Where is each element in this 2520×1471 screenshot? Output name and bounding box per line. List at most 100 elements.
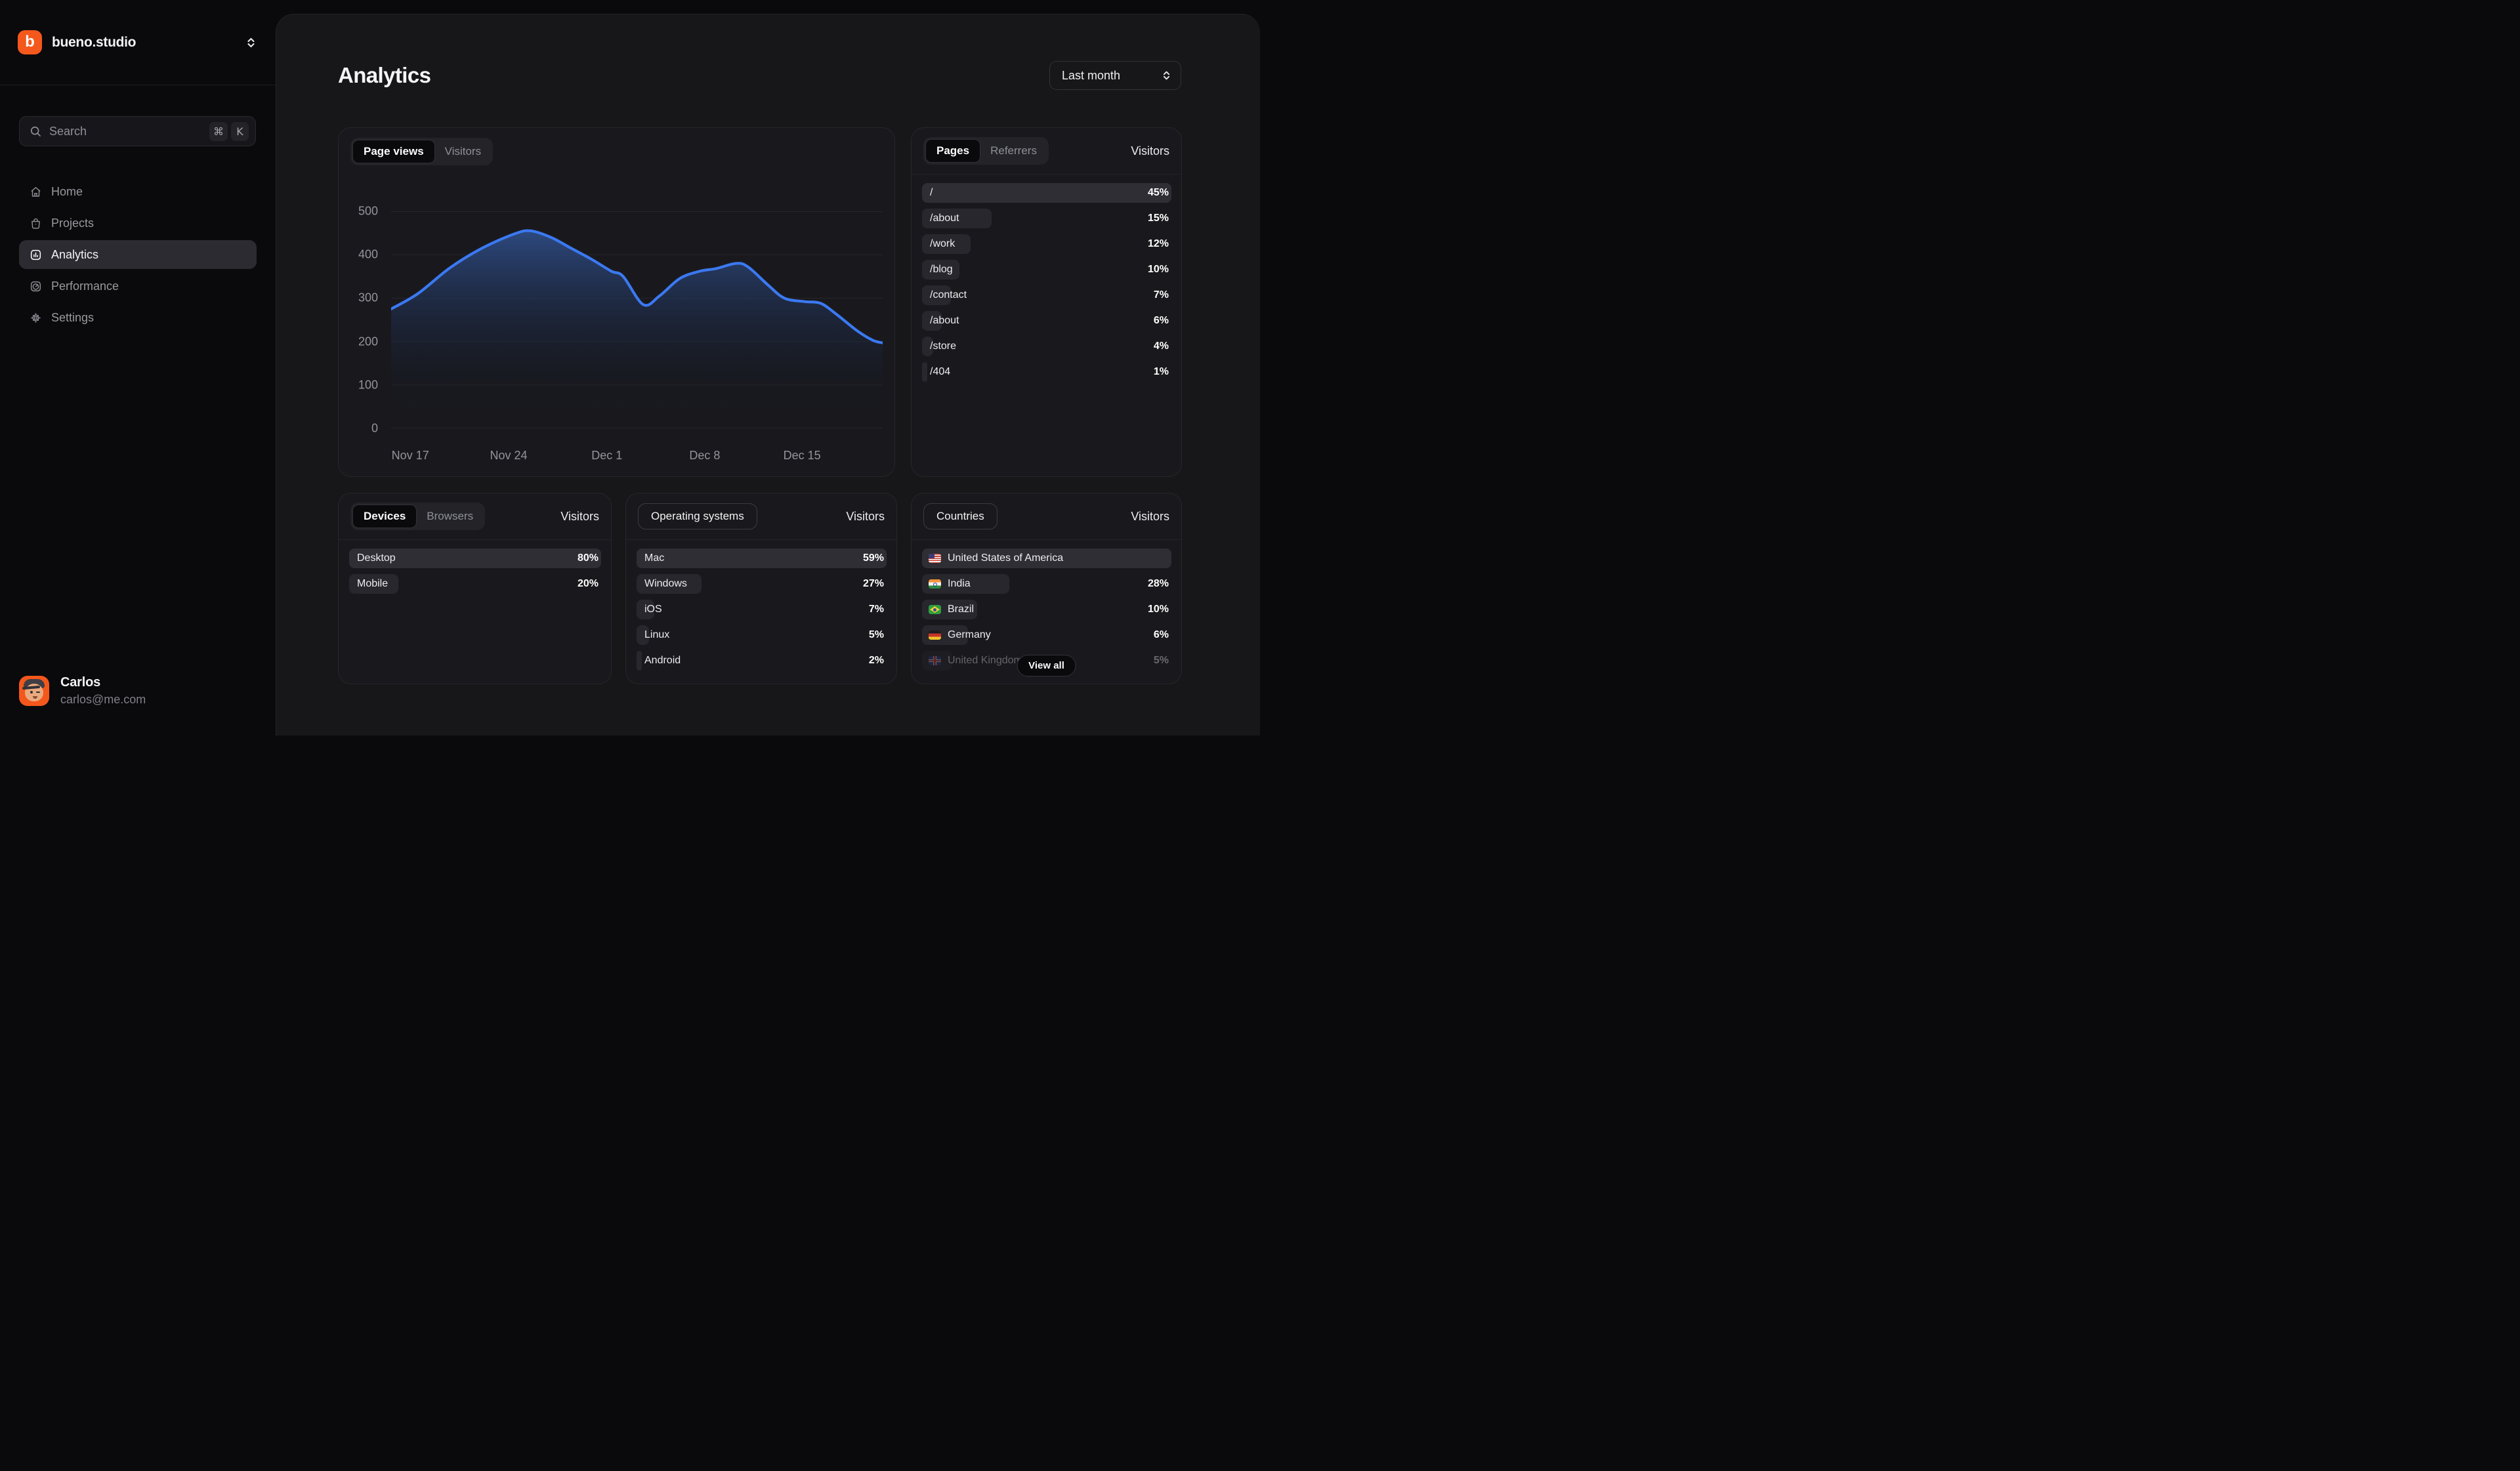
page-title: Analytics [338, 63, 431, 87]
row-bar [922, 183, 1171, 203]
row-bar [922, 311, 942, 331]
sidebar-item-label: Projects [51, 216, 94, 230]
flag-de-icon [929, 631, 941, 640]
x-tick-label: Dec 8 [689, 449, 721, 462]
list-item[interactable]: Android 2% [637, 651, 887, 671]
visitors-column-header: Visitors [1131, 144, 1169, 157]
pages-card: Pages Referrers Visitors / 45% /about 15… [911, 127, 1182, 477]
row-bar [922, 549, 1171, 568]
list-item[interactable]: United Kingdom 5% [922, 651, 1171, 671]
row-label: /contact [930, 289, 967, 300]
row-bar [349, 574, 398, 594]
row-value: 7% [1153, 289, 1169, 300]
tab-devices[interactable]: Devices [352, 505, 417, 528]
list-item[interactable]: India 28% [922, 574, 1171, 594]
list-item[interactable]: Mac 59% [637, 549, 887, 568]
list-item[interactable]: /work 12% [922, 234, 1171, 254]
visitors-column-header: Visitors [560, 509, 599, 523]
list-item[interactable]: Mobile 20% [349, 574, 601, 594]
row-label: /404 [930, 366, 951, 377]
row-bar [349, 549, 601, 568]
flag-br-icon [929, 605, 941, 614]
row-label: Brazil [948, 604, 975, 615]
row-label: / [930, 187, 933, 198]
row-label: /about [930, 315, 959, 326]
list-item[interactable]: /blog 10% [922, 260, 1171, 280]
row-value: 27% [862, 578, 884, 589]
sidebar-item-home[interactable]: Home [19, 177, 257, 206]
y-tick-label: 400 [358, 247, 378, 261]
brand-logo: b [18, 30, 42, 54]
list-item[interactable]: Germany 6% [922, 625, 1171, 645]
list-item[interactable]: /store 4% [922, 337, 1171, 356]
brand-logo-letter: b [25, 32, 35, 51]
countries-title-pill[interactable]: Countries [923, 503, 998, 529]
row-bar [922, 337, 934, 356]
user-profile[interactable]: Carlos carlos@me.com [19, 675, 146, 707]
list-item[interactable]: /contact 7% [922, 285, 1171, 305]
list-item[interactable]: /404 1% [922, 362, 1171, 382]
row-value: 10% [1147, 604, 1169, 615]
list-item[interactable]: United States of America [922, 549, 1171, 568]
date-range-select[interactable]: Last month [1049, 61, 1181, 90]
row-label: Desktop [357, 552, 396, 564]
pages-list: / 45% /about 15% /work 12% /blog 10% /co… [912, 175, 1181, 382]
command-keycap: ⌘ [209, 121, 228, 141]
row-bar [637, 625, 650, 645]
sidebar-item-settings[interactable]: Settings [19, 303, 257, 332]
row-label: Android [644, 655, 681, 666]
analytics-icon [30, 249, 41, 260]
row-value: 1% [1153, 366, 1169, 377]
row-value: 2% [868, 655, 884, 666]
workspace-name: bueno.studio [52, 34, 136, 50]
tab-pages[interactable]: Pages [925, 139, 981, 163]
y-tick-label: 500 [358, 204, 378, 218]
tab-page-views[interactable]: Page views [352, 140, 435, 163]
row-bar [922, 285, 951, 305]
projects-icon [32, 218, 40, 229]
tab-browsers[interactable]: Browsers [427, 510, 474, 522]
user-email: carlos@me.com [60, 693, 146, 706]
tab-referrers[interactable]: Referrers [990, 144, 1037, 157]
workspace-switcher-button[interactable] [242, 33, 260, 52]
sidebar-item-projects[interactable]: Projects [19, 209, 257, 238]
row-value: 59% [862, 552, 884, 564]
chart-y-axis: 0 100 200 300 400 500 [339, 205, 391, 435]
row-bar [922, 362, 928, 382]
list-item[interactable]: Windows 27% [637, 574, 887, 594]
list-item[interactable]: Linux 5% [637, 625, 887, 645]
search-input[interactable] [49, 124, 209, 138]
k-keycap: K [231, 121, 249, 141]
y-tick-label: 100 [358, 378, 378, 392]
devices-list: Desktop 80% Mobile 20% [339, 540, 611, 594]
sidebar-item-performance[interactable]: Performance [19, 272, 257, 300]
search-bar[interactable]: ⌘ K [19, 116, 256, 146]
list-item[interactable]: Desktop 80% [349, 549, 601, 568]
row-bar [637, 549, 887, 568]
performance-icon [30, 281, 41, 291]
tab-visitors[interactable]: Visitors [444, 145, 482, 157]
sidebar-item-analytics[interactable]: Analytics [19, 240, 257, 269]
sidebar-item-label: Analytics [51, 247, 99, 261]
row-label: /about [930, 213, 959, 224]
row-bar [922, 651, 952, 671]
x-tick-label: Dec 1 [591, 449, 623, 462]
list-item[interactable]: Brazil 10% [922, 600, 1171, 619]
list-item[interactable]: / 45% [922, 183, 1171, 203]
search-icon [30, 126, 41, 136]
list-item[interactable]: /about 15% [922, 209, 1171, 228]
devices-tabs: Devices Browsers [350, 503, 486, 530]
row-bar [922, 260, 959, 280]
row-label: United States of America [948, 552, 1064, 564]
list-item[interactable]: iOS 7% [637, 600, 887, 619]
os-title-pill[interactable]: Operating systems [638, 503, 757, 529]
row-label: Linux [644, 629, 670, 640]
list-item[interactable]: /about 6% [922, 311, 1171, 331]
pages-tabs: Pages Referrers [923, 137, 1049, 165]
chart-x-axis: Nov 17 Nov 24 Dec 1 Dec 8 Dec 15 [391, 449, 883, 463]
avatar [19, 676, 49, 706]
row-value: 5% [868, 629, 884, 640]
y-tick-label: 0 [371, 421, 378, 435]
view-all-button[interactable]: View all [1017, 655, 1076, 676]
row-value: 28% [1147, 578, 1169, 589]
